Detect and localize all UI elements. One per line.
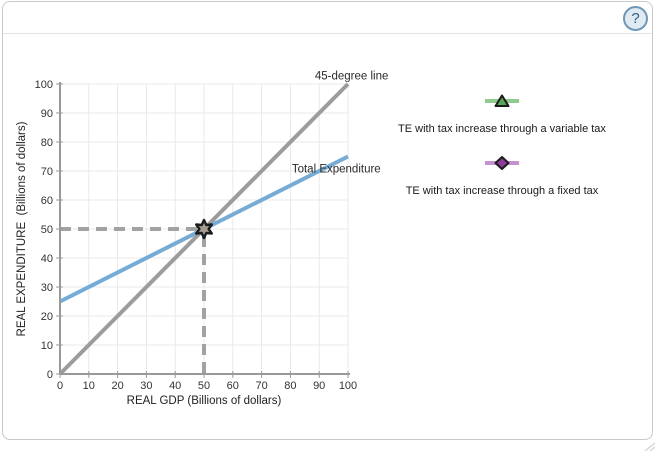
equilibrium-star-marker <box>195 218 213 240</box>
chart-legend: TE with tax increase through a variable … <box>392 88 612 217</box>
help-icon[interactable]: ? <box>623 6 648 31</box>
legend-item-variable-tax: TE with tax increase through a variable … <box>392 93 612 137</box>
y-tick-label: 10 <box>41 340 53 352</box>
x-tick-label: 30 <box>140 380 152 392</box>
x-tick-label: 100 <box>339 380 357 392</box>
y-tick-label: 20 <box>41 311 53 323</box>
variable-tax-marker-row <box>392 93 612 109</box>
y-tick-label: 40 <box>41 253 53 265</box>
fixed-tax-label: TE with tax increase through a fixed tax <box>405 185 599 197</box>
exercise-panel: ? <box>2 1 653 440</box>
y-tick-label: 60 <box>41 195 53 207</box>
x-tick-label: 20 <box>111 380 123 392</box>
x-tick-label: 70 <box>255 380 267 392</box>
45-degree-line-label: 45-degree line <box>315 71 389 83</box>
x-tick-label: 90 <box>313 380 325 392</box>
y-axis-title: REAL EXPENDITURE (Billions of dollars) <box>16 121 28 336</box>
x-tick-label: 60 <box>227 380 239 392</box>
x-tick-label: 40 <box>169 380 181 392</box>
x-tick-label: 80 <box>284 380 296 392</box>
total-expenditure-label: Total Expenditure <box>292 163 381 175</box>
y-tick-label: 90 <box>41 108 53 120</box>
variable-tax-triangle-handle-icon[interactable] <box>484 93 520 109</box>
expenditure-chart: 0 10 20 30 40 50 60 70 80 90 100 0 10 20 30 40 50 60 70 80 9… <box>16 71 389 407</box>
y-tick-label: 80 <box>41 137 53 149</box>
y-tick-label: 0 <box>47 369 53 381</box>
fixed-tax-diamond-handle-icon[interactable] <box>484 155 520 171</box>
panel-header: ? <box>3 2 652 34</box>
y-tick-label: 100 <box>35 79 53 91</box>
y-tick-label: 70 <box>41 166 53 178</box>
x-axis-title: REAL GDP (Billions of dollars) <box>127 395 282 407</box>
resize-handle-icon[interactable] <box>643 441 655 451</box>
fixed-tax-marker-row <box>392 155 612 171</box>
legend-item-fixed-tax: TE with tax increase through a fixed tax <box>392 155 612 199</box>
variable-tax-label: TE with tax increase through a variable … <box>398 123 606 135</box>
y-tick-label: 50 <box>41 224 53 236</box>
x-tick-label: 50 <box>198 380 210 392</box>
x-tick-label: 10 <box>83 380 95 392</box>
x-tick-label: 0 <box>57 380 63 392</box>
y-tick-label: 30 <box>41 282 53 294</box>
